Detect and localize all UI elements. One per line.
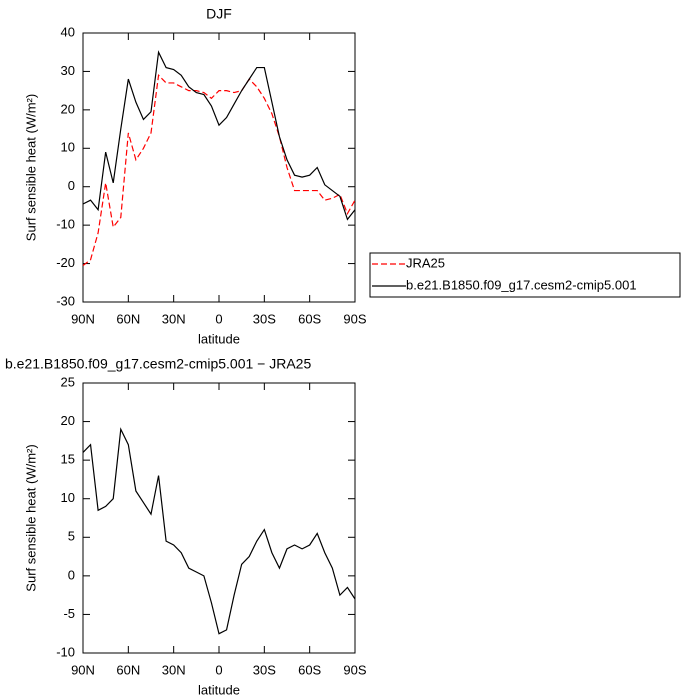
y-tick-label: 10 xyxy=(61,490,75,505)
x-tick-label: 60N xyxy=(116,311,140,326)
y-tick-label: 0 xyxy=(68,567,75,582)
plot-frame xyxy=(82,382,356,654)
x-tick-label: 90S xyxy=(343,662,366,677)
x-tick-label: 60S xyxy=(298,311,321,326)
y-tick-label: -30 xyxy=(56,293,75,308)
y-tick-label: 20 xyxy=(61,101,75,116)
x-axis-label: latitude xyxy=(198,331,240,346)
x-tick-label: 90N xyxy=(71,311,95,326)
y-tick-label: 15 xyxy=(61,452,75,467)
y-tick-label: 10 xyxy=(61,140,75,155)
data-line xyxy=(82,73,356,266)
x-tick-label: 60N xyxy=(116,662,140,677)
x-tick-label: 0 xyxy=(215,662,222,677)
y-tick-label: 40 xyxy=(61,24,75,39)
plot-frame xyxy=(82,32,356,303)
legend-label: JRA25 xyxy=(406,255,445,270)
x-tick-label: 0 xyxy=(215,311,222,326)
x-tick-label: 30N xyxy=(162,311,186,326)
y-tick-label: -20 xyxy=(56,255,75,270)
y-axis-label: Surf sensible heat (W/m²) xyxy=(23,94,38,241)
y-tick-label: 20 xyxy=(61,413,75,428)
y-axis-label: Surf sensible heat (W/m²) xyxy=(23,444,38,591)
x-tick-label: 30S xyxy=(253,311,276,326)
legend-box xyxy=(369,252,681,298)
y-tick-label: -10 xyxy=(56,644,75,659)
y-tick-label: 25 xyxy=(61,374,75,389)
x-tick-label: 90S xyxy=(343,311,366,326)
x-tick-label: 90N xyxy=(71,662,95,677)
data-line xyxy=(82,50,356,221)
chart-title: DJF xyxy=(206,6,232,22)
x-tick-label: 30S xyxy=(253,662,276,677)
data-line xyxy=(82,427,356,635)
x-tick-label: 60S xyxy=(298,662,321,677)
x-tick-label: 30N xyxy=(162,662,186,677)
y-tick-label: -5 xyxy=(63,606,75,621)
y-tick-label: 30 xyxy=(61,63,75,78)
y-tick-label: -10 xyxy=(56,217,75,232)
x-axis-label: latitude xyxy=(198,682,240,697)
y-tick-label: 0 xyxy=(68,178,75,193)
chart-title: b.e21.B1850.f09_g17.cesm2-cmip5.001 − JR… xyxy=(5,356,311,372)
legend-label: b.e21.B1850.f09_g17.cesm2-cmip5.001 xyxy=(406,277,637,292)
y-tick-label: 5 xyxy=(68,529,75,544)
